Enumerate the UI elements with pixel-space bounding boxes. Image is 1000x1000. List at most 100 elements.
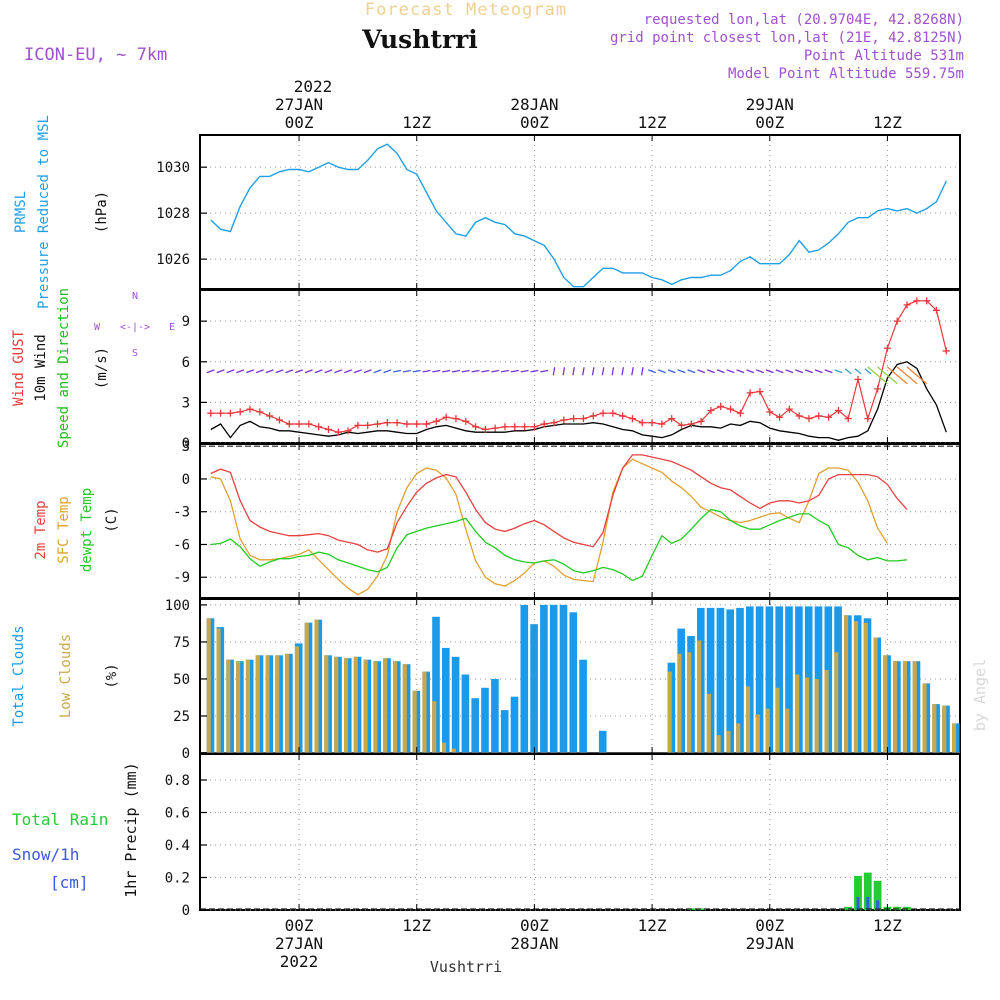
bottom-hour-label: 00Z	[285, 916, 314, 935]
wind-direction-arrow	[206, 369, 215, 374]
gust-marker	[226, 409, 234, 417]
y-tick-label: 0	[182, 903, 190, 919]
y-tick-label: 0.6	[165, 806, 190, 822]
wind-direction-arrow	[697, 369, 706, 374]
gust-marker	[540, 420, 548, 428]
gust-marker	[658, 420, 666, 428]
gust-marker	[883, 344, 891, 352]
pressure-ylabel-2: Pressure Reduced to MSL	[36, 115, 52, 309]
y-tick-label: -9	[173, 570, 190, 586]
gust-marker	[560, 416, 568, 424]
wind-direction-arrow	[520, 369, 529, 373]
gust-marker	[207, 409, 215, 417]
gust-marker	[756, 388, 764, 396]
wind-direction-arrow	[383, 369, 392, 374]
total-cloud-bar	[500, 710, 509, 753]
compass-east: E	[169, 322, 175, 333]
wind-direction-arrow	[621, 367, 625, 376]
wind-direction-arrow	[804, 369, 813, 374]
gust-marker	[472, 423, 480, 431]
y-tick-label: 3	[182, 395, 190, 411]
wind-direction-arrow	[334, 369, 343, 374]
low-cloud-bar	[432, 701, 437, 753]
wind-direction-arrow	[906, 366, 928, 385]
wind-direction-arrow	[687, 369, 696, 374]
bottom-year-label: 2022	[280, 952, 319, 971]
low-cloud-bar	[765, 708, 770, 753]
total-cloud-bar	[510, 696, 519, 753]
low-cloud-bar	[804, 677, 809, 753]
wind-direction-arrow	[775, 369, 784, 374]
low-cloud-bar	[863, 622, 868, 753]
total-cloud-bar	[520, 604, 529, 753]
wind-direction-arrow	[854, 368, 862, 375]
wind-direction-arrow	[304, 369, 313, 374]
low-cloud-bar	[883, 655, 888, 753]
low-cloud-bar	[412, 690, 417, 753]
gust-marker	[334, 428, 342, 436]
gust-marker	[932, 306, 940, 314]
low-cloud-bar	[912, 661, 917, 753]
total-cloud-bar	[716, 607, 725, 753]
gust-marker	[413, 420, 421, 428]
low-cloud-bar	[314, 619, 319, 753]
wind-direction-arrow	[867, 366, 889, 385]
gust-marker	[697, 417, 705, 425]
precip-snow-label: Snow/1h	[12, 845, 79, 864]
gust-marker	[295, 420, 303, 428]
total-cloud-bar	[746, 606, 754, 753]
wind-direction-arrow	[726, 369, 735, 374]
y-tick-label: 0	[182, 746, 190, 762]
gust-marker	[795, 412, 803, 420]
low-cloud-bar	[746, 686, 751, 753]
wind-direction-arrow	[314, 369, 323, 374]
gust-marker	[844, 415, 852, 423]
gust-marker	[403, 420, 411, 428]
gust-marker	[217, 409, 225, 417]
gust-marker	[766, 408, 774, 416]
wind-direction-arrow	[746, 369, 755, 374]
temp-2m-series-line	[210, 454, 908, 553]
wind-direction-arrow	[344, 369, 353, 374]
gust-marker	[442, 413, 450, 421]
pressure-ylabel-1: PRMSL	[13, 191, 29, 233]
gust-marker	[609, 409, 617, 417]
wind-direction-arrow	[765, 369, 774, 374]
wind-direction-arrow	[402, 369, 412, 373]
cloud-ylabel-1: Total Clouds	[11, 625, 27, 726]
meteogram-subtitle: Forecast Meteogram	[365, 0, 567, 20]
total-cloud-bar	[442, 647, 450, 753]
gust-marker	[942, 347, 950, 355]
gust-marker	[579, 415, 587, 423]
low-cloud-bar	[687, 652, 692, 753]
low-cloud-bar	[667, 671, 672, 753]
y-tick-label: 3	[182, 439, 190, 455]
low-cloud-bar	[834, 652, 839, 753]
low-cloud-bar	[785, 708, 790, 753]
bottom-hour-label: 12Z	[873, 916, 902, 935]
gust-marker	[383, 419, 391, 427]
wind-gust-series-line	[210, 300, 947, 433]
compass-west: W	[94, 322, 101, 333]
total-cloud-bar	[549, 604, 558, 753]
top-year-label: 2022	[294, 77, 333, 96]
y-tick-label: 0.2	[165, 871, 190, 887]
wind-direction-arrow	[640, 367, 644, 376]
gust-marker	[589, 412, 597, 420]
gust-marker	[638, 419, 646, 427]
low-cloud-bar	[304, 622, 309, 753]
wind-direction-arrow	[285, 369, 294, 374]
y-tick-label: 9	[182, 314, 190, 330]
wind-direction-arrow	[265, 369, 274, 374]
gust-marker	[570, 415, 578, 423]
y-tick-label: 6	[182, 355, 190, 371]
wind-unit: (m/s)	[94, 347, 110, 389]
wind-direction-arrow	[582, 367, 585, 376]
wind-direction-arrow	[667, 369, 676, 374]
top-date-label: 28JAN	[510, 95, 558, 114]
y-tick-label: 25	[173, 709, 190, 725]
wind-direction-arrow	[216, 369, 225, 374]
low-cloud-bar	[902, 661, 907, 753]
gust-marker	[481, 425, 489, 433]
